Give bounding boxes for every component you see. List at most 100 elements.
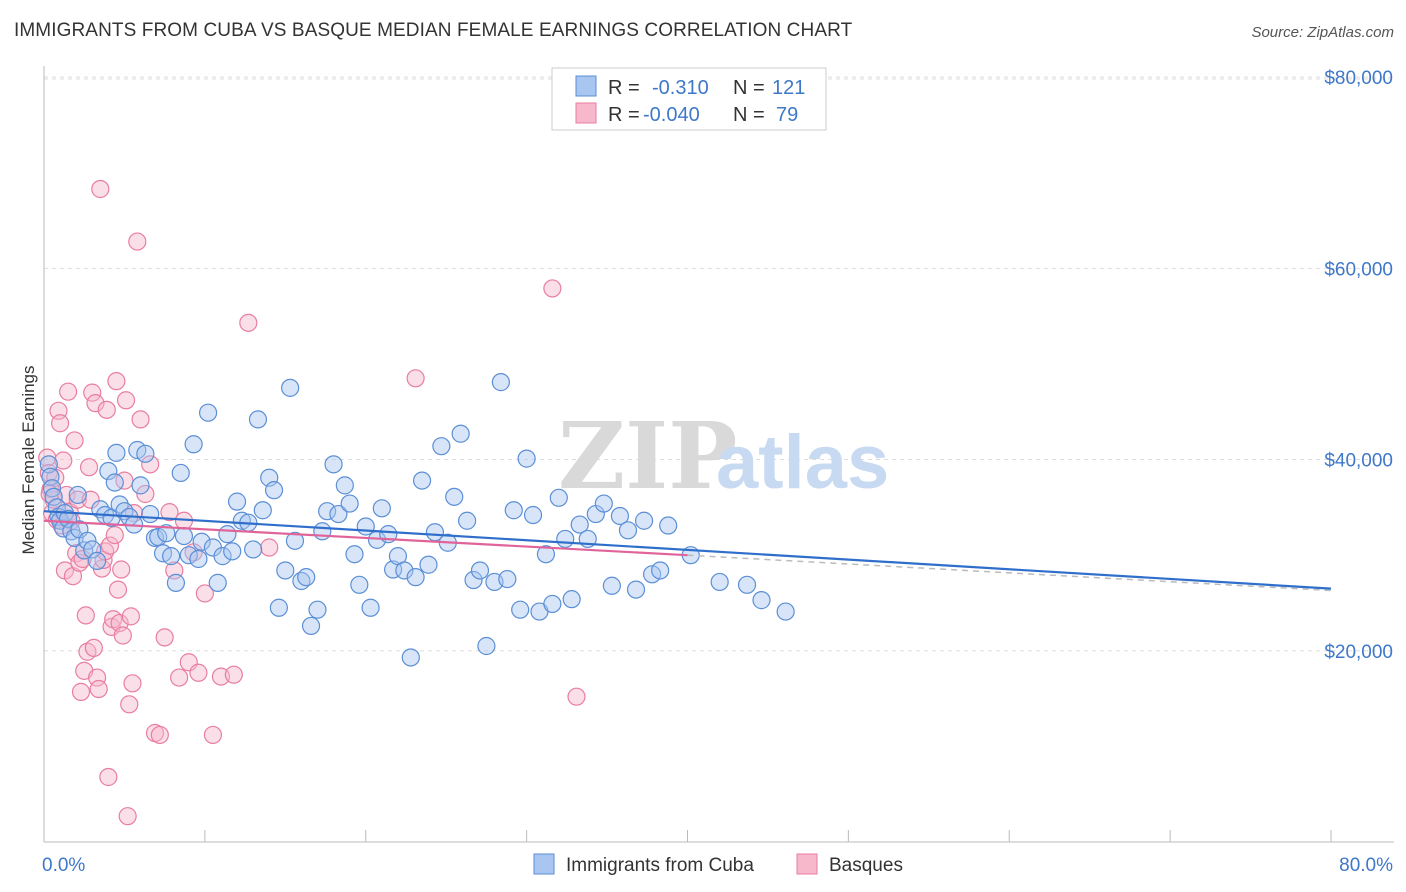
cuba-point [218, 525, 237, 544]
cuba-point [556, 529, 575, 549]
series-swatch-basque [796, 853, 818, 875]
cuba-point [406, 568, 425, 587]
basque-point [107, 372, 126, 391]
basque-point [105, 525, 124, 545]
basque-point [118, 807, 137, 826]
basque-point [131, 410, 150, 429]
legend-n-value-basque: 79 [776, 104, 798, 126]
legend-n-label-basque: N = [733, 104, 765, 126]
cuba-point [419, 555, 438, 574]
legend-r-value-cuba: -0.310 [652, 77, 709, 99]
chart-title: IMMIGRANTS FROM CUBA VS BASQUE MEDIAN FE… [14, 20, 853, 41]
trend-lines [43, 510, 1332, 592]
cuba-point [141, 504, 160, 524]
legend-n-value-cuba: 121 [772, 77, 805, 99]
cuba-point [523, 505, 543, 525]
cuba-point [227, 492, 247, 511]
basque-point [136, 484, 155, 504]
cuba-point [248, 410, 268, 429]
cuba-point [340, 494, 359, 513]
cuba-point [41, 467, 60, 486]
y-tick-labels: $20,000 $40,000 $60,000 $80,000 [1324, 68, 1393, 663]
watermark-atlas: atlas [716, 420, 889, 505]
cuba-point [361, 598, 380, 617]
series-label-cuba: Immigrants from Cuba [566, 855, 754, 876]
basque-point [71, 682, 91, 701]
cuba-point [395, 561, 414, 580]
cuba-point [737, 575, 757, 594]
cuba-point [99, 461, 118, 481]
axes [43, 66, 1394, 843]
basque-point [128, 232, 147, 251]
basque-point [54, 451, 73, 470]
watermark-zip: ZIP [558, 402, 737, 510]
y-tick-label: $40,000 [1324, 451, 1393, 472]
x-tick-min: 0.0% [42, 855, 85, 876]
cuba-point [445, 487, 464, 506]
cuba-point [651, 561, 670, 580]
basque-point [543, 279, 562, 298]
basque-point [112, 560, 131, 579]
basque-trend-line [43, 519, 688, 557]
cuba-point [350, 575, 369, 594]
cuba-point [634, 511, 654, 530]
cuba-point [536, 545, 556, 564]
basque-point [567, 687, 586, 706]
basque-point [141, 455, 160, 474]
cuba-point [208, 573, 227, 592]
cuba-point [345, 545, 364, 564]
cuba-point [313, 522, 332, 541]
cuba-point [594, 494, 613, 513]
basque-point [203, 725, 223, 745]
legend-r-label-basque: R = [608, 104, 640, 126]
cuba-point [491, 373, 510, 392]
basque-point [120, 695, 139, 714]
cuba-point [223, 542, 242, 561]
basque-point [116, 391, 136, 410]
basque-point [195, 584, 214, 603]
cuba-point [602, 576, 621, 595]
basque-point [50, 414, 70, 433]
cuba-point [179, 546, 198, 565]
cuba-point [470, 561, 490, 580]
basque-point [87, 668, 107, 687]
cuba-point [710, 572, 729, 592]
cuba-point [464, 570, 483, 590]
watermark: ZIP atlas [558, 402, 889, 510]
cuba-point [107, 443, 126, 462]
cuba-point [244, 540, 263, 559]
cuba-point [276, 561, 295, 580]
cuba-point [329, 504, 348, 524]
cuba-point [297, 568, 316, 587]
cuba-point [356, 517, 375, 536]
basque-point [260, 538, 279, 557]
legend-swatch-cuba [575, 75, 597, 97]
cuba-point [105, 473, 124, 492]
basque-point [113, 626, 132, 645]
series-label-basque: Basques [829, 855, 903, 876]
series-swatch-cuba [533, 853, 555, 875]
cuba-point [659, 516, 678, 535]
basque-point [86, 394, 105, 413]
legend-swatch-basque [575, 102, 597, 124]
basque-point [170, 668, 189, 687]
basque-point [239, 313, 258, 332]
cuba-point [618, 521, 638, 540]
cuba-point [301, 616, 321, 636]
cuba-point [511, 600, 530, 619]
basque-point [91, 179, 110, 199]
cuba-point [269, 598, 288, 617]
cuba-point [87, 551, 107, 571]
cuba-point [308, 600, 327, 619]
basque-point [59, 382, 78, 401]
cuba-point [626, 580, 646, 599]
cuba-point [549, 488, 568, 507]
cuba-point [78, 531, 97, 550]
basque-point [99, 767, 118, 787]
cuba-point [318, 502, 337, 521]
series-legend: Immigrants from Cuba Basques [533, 853, 903, 876]
cuba-point [157, 524, 176, 543]
basque-point [97, 400, 116, 419]
basque-point [100, 536, 120, 555]
